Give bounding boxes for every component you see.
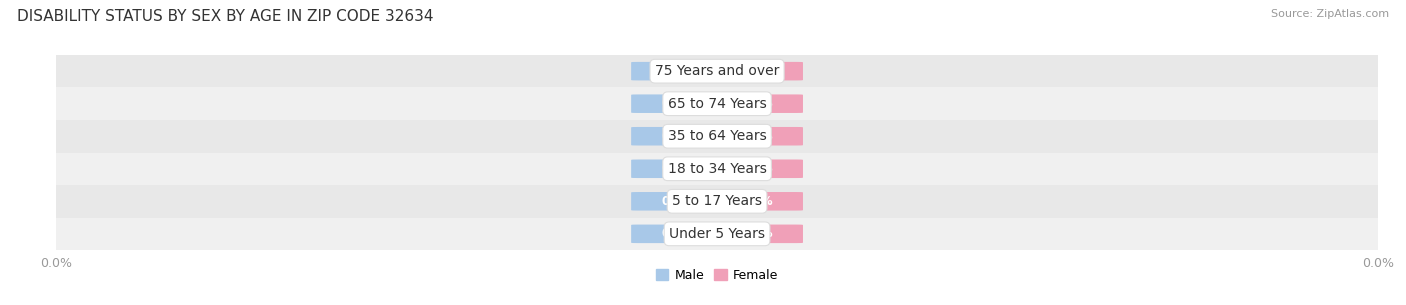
Text: 0.0%: 0.0% xyxy=(741,195,773,208)
FancyBboxPatch shape xyxy=(710,95,803,113)
FancyBboxPatch shape xyxy=(631,62,724,81)
FancyBboxPatch shape xyxy=(710,62,803,81)
FancyBboxPatch shape xyxy=(631,127,724,145)
FancyBboxPatch shape xyxy=(710,127,803,145)
Text: 75 Years and over: 75 Years and over xyxy=(655,64,779,78)
Bar xyxy=(56,55,1378,88)
Text: 18 to 34 Years: 18 to 34 Years xyxy=(668,162,766,176)
FancyBboxPatch shape xyxy=(631,192,724,210)
Bar xyxy=(56,185,1378,217)
FancyBboxPatch shape xyxy=(631,224,724,243)
Text: 0.0%: 0.0% xyxy=(661,65,693,78)
Text: 0.0%: 0.0% xyxy=(661,195,693,208)
Text: 0.0%: 0.0% xyxy=(741,97,773,110)
FancyBboxPatch shape xyxy=(710,160,803,178)
Text: 0.0%: 0.0% xyxy=(661,162,693,175)
Text: 35 to 64 Years: 35 to 64 Years xyxy=(668,129,766,143)
FancyBboxPatch shape xyxy=(710,224,803,243)
Text: 0.0%: 0.0% xyxy=(741,130,773,143)
Text: DISABILITY STATUS BY SEX BY AGE IN ZIP CODE 32634: DISABILITY STATUS BY SEX BY AGE IN ZIP C… xyxy=(17,9,433,24)
FancyBboxPatch shape xyxy=(631,95,724,113)
Text: 0.0%: 0.0% xyxy=(741,162,773,175)
Bar xyxy=(56,152,1378,185)
Text: 0.0%: 0.0% xyxy=(661,97,693,110)
Text: 0.0%: 0.0% xyxy=(661,130,693,143)
Text: 0.0%: 0.0% xyxy=(741,227,773,240)
Text: 0.0%: 0.0% xyxy=(741,65,773,78)
Bar xyxy=(56,120,1378,152)
Text: 65 to 74 Years: 65 to 74 Years xyxy=(668,97,766,111)
Bar xyxy=(56,217,1378,250)
FancyBboxPatch shape xyxy=(631,160,724,178)
Legend: Male, Female: Male, Female xyxy=(651,264,783,287)
Text: 0.0%: 0.0% xyxy=(661,227,693,240)
Text: Source: ZipAtlas.com: Source: ZipAtlas.com xyxy=(1271,9,1389,19)
Text: Under 5 Years: Under 5 Years xyxy=(669,227,765,241)
Text: 5 to 17 Years: 5 to 17 Years xyxy=(672,194,762,208)
FancyBboxPatch shape xyxy=(710,192,803,210)
Bar xyxy=(56,88,1378,120)
